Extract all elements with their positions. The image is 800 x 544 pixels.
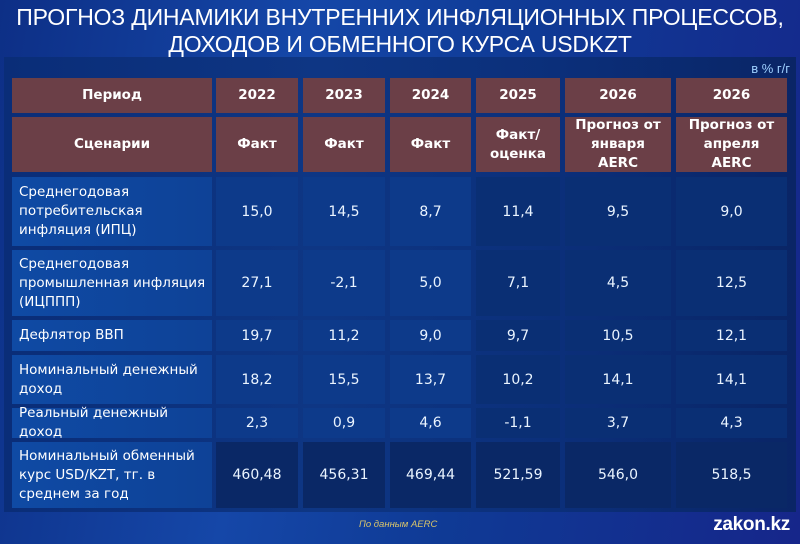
header-year: 2024 bbox=[390, 78, 471, 113]
header-year: 2026 bbox=[565, 78, 671, 113]
table-cell: 12,1 bbox=[676, 320, 787, 351]
table-cell: 546,0 bbox=[565, 442, 671, 508]
row-label: Дефлятор ВВП bbox=[12, 320, 212, 351]
table-cell: 11,4 bbox=[476, 177, 560, 246]
table-cell: 2,3 bbox=[216, 408, 298, 438]
table-cell: 14,1 bbox=[565, 355, 671, 404]
table-cell: 4,5 bbox=[565, 250, 671, 316]
table-cell: 5,0 bbox=[390, 250, 471, 316]
table-cell: 14,1 bbox=[676, 355, 787, 404]
table-cell: 460,48 bbox=[216, 442, 298, 508]
table-cell: 9,0 bbox=[390, 320, 471, 351]
table-cell: 18,2 bbox=[216, 355, 298, 404]
row-label: Среднегодовая потребительская инфляция (… bbox=[12, 177, 212, 246]
title-line-1: ПРОГНОЗ ДИНАМИКИ ВНУТРЕННИХ ИНФЛЯЦИОННЫХ… bbox=[16, 4, 784, 30]
header-year: 2022 bbox=[216, 78, 298, 113]
brand-logo: zakon.kz bbox=[713, 514, 790, 535]
table-cell: 4,6 bbox=[390, 408, 471, 438]
table-cell: 469,44 bbox=[390, 442, 471, 508]
table-cell: 10,5 bbox=[565, 320, 671, 351]
table-cell: 9,7 bbox=[476, 320, 560, 351]
table-cell: 15,0 bbox=[216, 177, 298, 246]
table-cell: -1,1 bbox=[476, 408, 560, 438]
table-cell: 518,5 bbox=[676, 442, 787, 508]
table-cell: 9,0 bbox=[676, 177, 787, 246]
table-cell: 27,1 bbox=[216, 250, 298, 316]
header-scenario: Прогноз от января AERC bbox=[565, 117, 671, 172]
table-cell: 7,1 bbox=[476, 250, 560, 316]
header-scenario: Факт/ оценка bbox=[476, 117, 560, 172]
header-year: 2023 bbox=[303, 78, 385, 113]
title-line-2: ДОХОДОВ И ОБМЕННОГО КУРСА USDKZT bbox=[168, 31, 632, 57]
table-cell: 8,7 bbox=[390, 177, 471, 246]
table-cell: 14,5 bbox=[303, 177, 385, 246]
row-label: Реальный денежный доход bbox=[12, 405, 212, 440]
table-cell: 521,59 bbox=[476, 442, 560, 508]
header-period: Период bbox=[12, 78, 212, 113]
table-cell: 11,2 bbox=[303, 320, 385, 351]
table-cell: 3,7 bbox=[565, 408, 671, 438]
table-cell: 13,7 bbox=[390, 355, 471, 404]
table-cell: 9,5 bbox=[565, 177, 671, 246]
page-title: ПРОГНОЗ ДИНАМИКИ ВНУТРЕННИХ ИНФЛЯЦИОННЫХ… bbox=[0, 4, 800, 58]
table-cell: 4,3 bbox=[676, 408, 787, 438]
table-cell: 456,31 bbox=[303, 442, 385, 508]
unit-label: в % г/г bbox=[751, 61, 790, 76]
header-year: 2026 bbox=[676, 78, 787, 113]
table-cell: -2,1 bbox=[303, 250, 385, 316]
header-scenario: Факт bbox=[303, 117, 385, 172]
table-cell: 12,5 bbox=[676, 250, 787, 316]
source-note: По данным AERC bbox=[359, 519, 438, 530]
row-label: Номинальный обменный курс USD/KZT, тг. в… bbox=[12, 442, 212, 508]
header-year: 2025 bbox=[476, 78, 560, 113]
header-scenario: Прогноз от апреля AERC bbox=[676, 117, 787, 172]
table-cell: 10,2 bbox=[476, 355, 560, 404]
row-label: Номинальный денежный доход bbox=[12, 355, 212, 404]
header-scenarios: Сценарии bbox=[12, 117, 212, 172]
table-cell: 15,5 bbox=[303, 355, 385, 404]
row-label: Среднегодовая промышленная инфляция (ИЦП… bbox=[12, 250, 212, 316]
header-scenario: Факт bbox=[216, 117, 298, 172]
table-cell: 19,7 bbox=[216, 320, 298, 351]
header-scenario: Факт bbox=[390, 117, 471, 172]
table-cell: 0,9 bbox=[303, 408, 385, 438]
